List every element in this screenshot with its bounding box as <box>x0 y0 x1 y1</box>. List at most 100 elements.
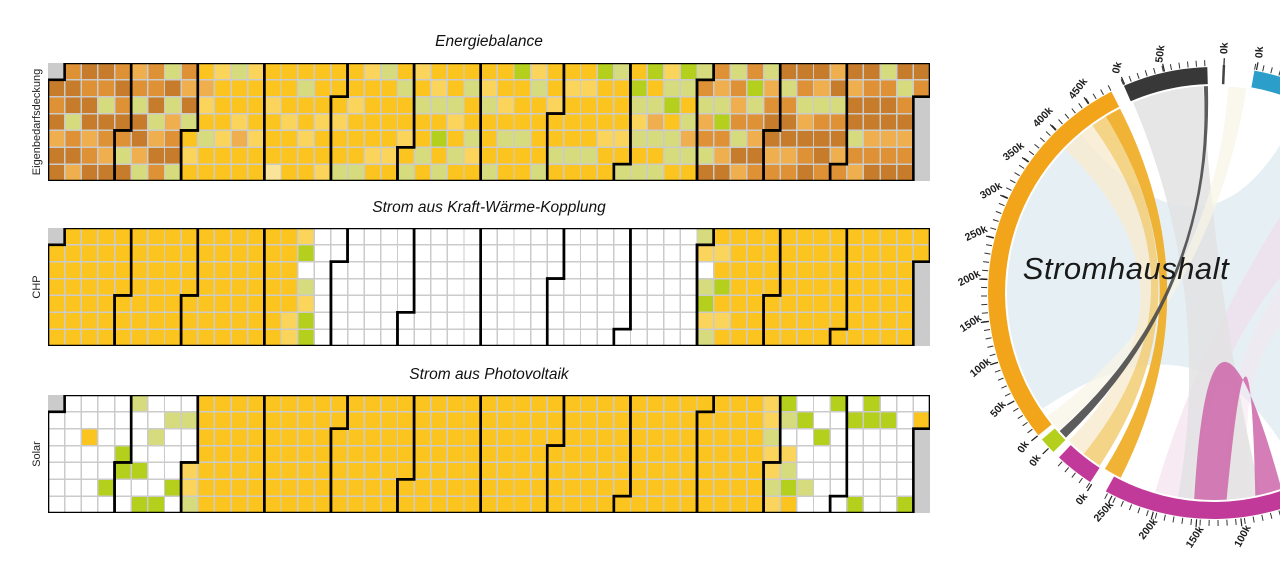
day-cell[interactable] <box>131 114 148 130</box>
day-cell[interactable] <box>880 429 897 445</box>
day-cell[interactable] <box>414 147 431 164</box>
day-cell[interactable] <box>248 329 264 346</box>
day-cell[interactable] <box>431 395 447 412</box>
day-cell[interactable] <box>464 63 480 80</box>
day-cell[interactable] <box>115 80 131 97</box>
day-cell[interactable] <box>165 245 181 262</box>
day-cell[interactable] <box>731 262 747 278</box>
day-cell[interactable] <box>81 147 98 164</box>
day-cell[interactable] <box>814 228 830 245</box>
day-cell[interactable] <box>381 97 397 113</box>
day-cell[interactable] <box>115 131 131 147</box>
day-cell[interactable] <box>531 279 547 295</box>
day-cell[interactable] <box>731 245 747 262</box>
day-cell[interactable] <box>714 131 730 147</box>
day-cell[interactable] <box>880 262 897 278</box>
day-cell[interactable] <box>780 228 797 245</box>
day-cell[interactable] <box>880 412 897 429</box>
day-cell[interactable] <box>298 114 314 130</box>
day-cell[interactable] <box>681 446 697 462</box>
day-cell[interactable] <box>331 312 347 329</box>
day-cell[interactable] <box>314 80 331 97</box>
day-cell[interactable] <box>714 114 730 130</box>
day-cell[interactable] <box>797 164 813 181</box>
day-cell[interactable] <box>65 496 81 513</box>
day-cell[interactable] <box>448 479 464 496</box>
day-cell[interactable] <box>597 245 614 262</box>
day-cell[interactable] <box>697 395 713 412</box>
day-cell[interactable] <box>464 479 480 496</box>
day-cell[interactable] <box>98 496 114 513</box>
day-cell[interactable] <box>564 164 580 181</box>
day-cell[interactable] <box>65 446 81 462</box>
day-cell[interactable] <box>481 463 497 479</box>
day-cell[interactable] <box>181 496 198 513</box>
day-cell[interactable] <box>265 429 281 445</box>
day-cell[interactable] <box>481 262 497 278</box>
day-cell[interactable] <box>581 312 597 329</box>
day-cell[interactable] <box>664 496 680 513</box>
day-cell[interactable] <box>198 279 214 295</box>
day-cell[interactable] <box>98 429 114 445</box>
day-cell[interactable] <box>814 80 830 97</box>
day-cell[interactable] <box>331 412 347 429</box>
day-cell[interactable] <box>547 479 564 496</box>
day-cell[interactable] <box>498 429 514 445</box>
day-cell[interactable] <box>98 131 114 147</box>
day-cell[interactable] <box>631 412 647 429</box>
day-cell[interactable] <box>398 395 414 412</box>
day-cell[interactable] <box>98 114 114 130</box>
day-cell[interactable] <box>830 429 847 445</box>
day-cell[interactable] <box>864 114 880 130</box>
day-cell[interactable] <box>265 479 281 496</box>
day-cell[interactable] <box>165 262 181 278</box>
day-cell[interactable] <box>481 164 497 181</box>
day-cell[interactable] <box>581 463 597 479</box>
ribbon-pink-arch[interactable] <box>1194 361 1280 500</box>
day-cell[interactable] <box>248 395 264 412</box>
marker-line[interactable] <box>1221 65 1226 85</box>
day-cell[interactable] <box>514 147 530 164</box>
day-cell[interactable] <box>464 412 480 429</box>
day-cell[interactable] <box>614 395 630 412</box>
day-cell[interactable] <box>381 279 397 295</box>
day-cell[interactable] <box>331 228 347 245</box>
day-cell[interactable] <box>797 312 813 329</box>
day-cell[interactable] <box>514 97 530 113</box>
day-cell[interactable] <box>181 262 198 278</box>
day-cell[interactable] <box>231 245 247 262</box>
day-cell[interactable] <box>481 114 497 130</box>
day-cell[interactable] <box>65 97 81 113</box>
day-cell[interactable] <box>364 395 381 412</box>
day-cell[interactable] <box>897 329 913 346</box>
day-cell[interactable] <box>847 80 863 97</box>
day-cell[interactable] <box>714 463 730 479</box>
day-cell[interactable] <box>431 114 447 130</box>
day-cell[interactable] <box>298 395 314 412</box>
day-cell[interactable] <box>531 97 547 113</box>
day-cell[interactable] <box>597 463 614 479</box>
day-cell[interactable] <box>165 496 181 513</box>
day-cell[interactable] <box>165 479 181 496</box>
day-cell[interactable] <box>414 395 431 412</box>
day-cell[interactable] <box>747 479 763 496</box>
day-cell[interactable] <box>731 329 747 346</box>
day-cell[interactable] <box>265 296 281 312</box>
day-cell[interactable] <box>780 496 797 513</box>
day-cell[interactable] <box>514 245 530 262</box>
day-cell[interactable] <box>780 329 797 346</box>
day-cell[interactable] <box>481 131 497 147</box>
day-cell[interactable] <box>597 296 614 312</box>
day-cell[interactable] <box>547 131 564 147</box>
day-cell[interactable] <box>348 312 364 329</box>
day-cell[interactable] <box>48 114 64 130</box>
day-cell[interactable] <box>265 97 281 113</box>
day-cell[interactable] <box>897 63 913 80</box>
day-cell[interactable] <box>597 164 614 181</box>
day-cell[interactable] <box>647 463 664 479</box>
day-cell[interactable] <box>897 147 913 164</box>
day-cell[interactable] <box>181 395 198 412</box>
day-cell[interactable] <box>514 296 530 312</box>
day-cell[interactable] <box>531 395 547 412</box>
day-cell[interactable] <box>381 114 397 130</box>
